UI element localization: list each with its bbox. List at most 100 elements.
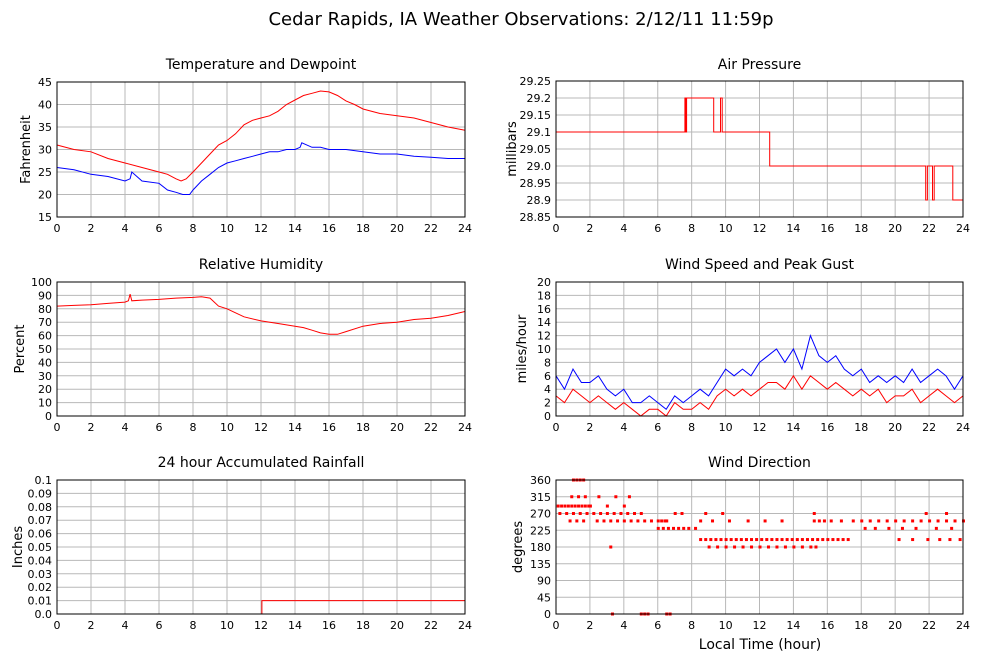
x-tick-label: 6 (654, 222, 661, 235)
data-point (770, 538, 774, 542)
data-point (656, 526, 660, 530)
data-point (783, 545, 787, 549)
data-point (609, 545, 613, 549)
data-point (750, 538, 754, 542)
x-tick-label: 16 (322, 222, 336, 235)
x-tick-label: 8 (190, 619, 197, 632)
x-tick-label: 16 (322, 421, 336, 434)
data-point (583, 495, 587, 499)
data-point (592, 512, 596, 515)
data-point (575, 519, 579, 523)
data-point (570, 504, 574, 508)
y-tick-label: 15 (38, 211, 52, 224)
data-point (556, 504, 560, 508)
data-point (900, 526, 904, 530)
x-tick-label: 10 (719, 421, 733, 434)
data-point (911, 538, 915, 542)
y-tick-label: 20 (38, 383, 52, 396)
x-tick-label: 4 (122, 222, 129, 235)
y-axis-label-wind: miles/hour (515, 314, 530, 383)
y-axis-label-humidity: Percent (13, 325, 28, 374)
data-point (868, 519, 872, 523)
data-point (699, 519, 703, 523)
data-point (822, 519, 826, 523)
data-point (570, 495, 574, 499)
data-point (873, 526, 877, 530)
data-point (894, 519, 898, 523)
x-axis-label: Local Time (hour) (699, 637, 821, 653)
data-point (934, 526, 938, 530)
data-point (780, 519, 784, 523)
page-title: Cedar Rapids, IA Weather Observations: 2… (268, 9, 773, 30)
data-point (750, 545, 754, 549)
x-tick-label: 14 (786, 421, 800, 434)
data-point (775, 538, 779, 542)
y-tick-label: 40 (38, 356, 52, 369)
data-point (597, 495, 601, 499)
x-tick-label: 20 (390, 619, 404, 632)
x-tick-label: 14 (288, 619, 302, 632)
data-point (577, 504, 581, 508)
data-point (636, 519, 640, 523)
y-tick-label: 16 (537, 303, 551, 316)
data-point (665, 519, 669, 523)
data-point (765, 538, 769, 542)
data-point (560, 504, 564, 508)
data-point (609, 519, 613, 523)
data-point (829, 519, 833, 523)
y-tick-label: 6 (544, 370, 551, 383)
data-point (643, 519, 647, 523)
x-tick-label: 22 (922, 619, 936, 632)
data-point (919, 519, 923, 523)
data-point (582, 519, 586, 523)
y-tick-label: 40 (38, 99, 52, 112)
data-point (945, 519, 949, 523)
data-point (605, 512, 609, 515)
y-tick-label: 0.02 (28, 581, 53, 594)
data-point (733, 545, 737, 549)
data-point (924, 512, 928, 515)
y-tick-label: 20 (38, 189, 52, 202)
plot-frame-pressure (555, 80, 964, 218)
y-tick-label: 0.06 (28, 528, 53, 541)
data-point (812, 519, 816, 523)
y-tick-label: 45 (38, 76, 52, 89)
x-tick-label: 6 (156, 619, 163, 632)
data-point (953, 519, 957, 523)
y-tick-label: 0.1 (35, 474, 53, 487)
x-tick-label: 2 (586, 619, 593, 632)
data-point (677, 526, 681, 530)
data-point (687, 526, 691, 530)
x-tick-label: 16 (820, 421, 834, 434)
y-tick-label: 60 (38, 330, 52, 343)
data-point (605, 504, 609, 508)
x-tick-label: 16 (322, 619, 336, 632)
chart-title-temp: Temperature and Dewpoint (165, 57, 357, 73)
y-tick-label: 14 (537, 316, 551, 329)
data-point (578, 512, 582, 515)
grid-pressure (555, 80, 964, 218)
data-point (627, 495, 631, 499)
data-point (795, 538, 799, 542)
x-tick-label: 10 (220, 222, 234, 235)
data-point (746, 519, 750, 523)
y-tick-label: 180 (530, 541, 551, 554)
data-point (860, 519, 864, 523)
data-point (716, 545, 720, 549)
y-tick-label: 10 (38, 397, 52, 410)
y-tick-label: 0 (544, 608, 551, 621)
data-point (622, 519, 626, 523)
grid-temp (56, 81, 466, 218)
data-point (588, 504, 592, 508)
data-point (577, 495, 581, 499)
data-point (660, 519, 664, 523)
data-point (583, 504, 587, 508)
x-tick-label: 16 (820, 222, 834, 235)
data-point (673, 512, 677, 515)
y-tick-label: 12 (537, 330, 551, 343)
x-tick-label: 4 (122, 619, 129, 632)
data-point (573, 504, 577, 508)
data-point (558, 512, 562, 515)
y-tick-label: 0.04 (28, 554, 53, 567)
